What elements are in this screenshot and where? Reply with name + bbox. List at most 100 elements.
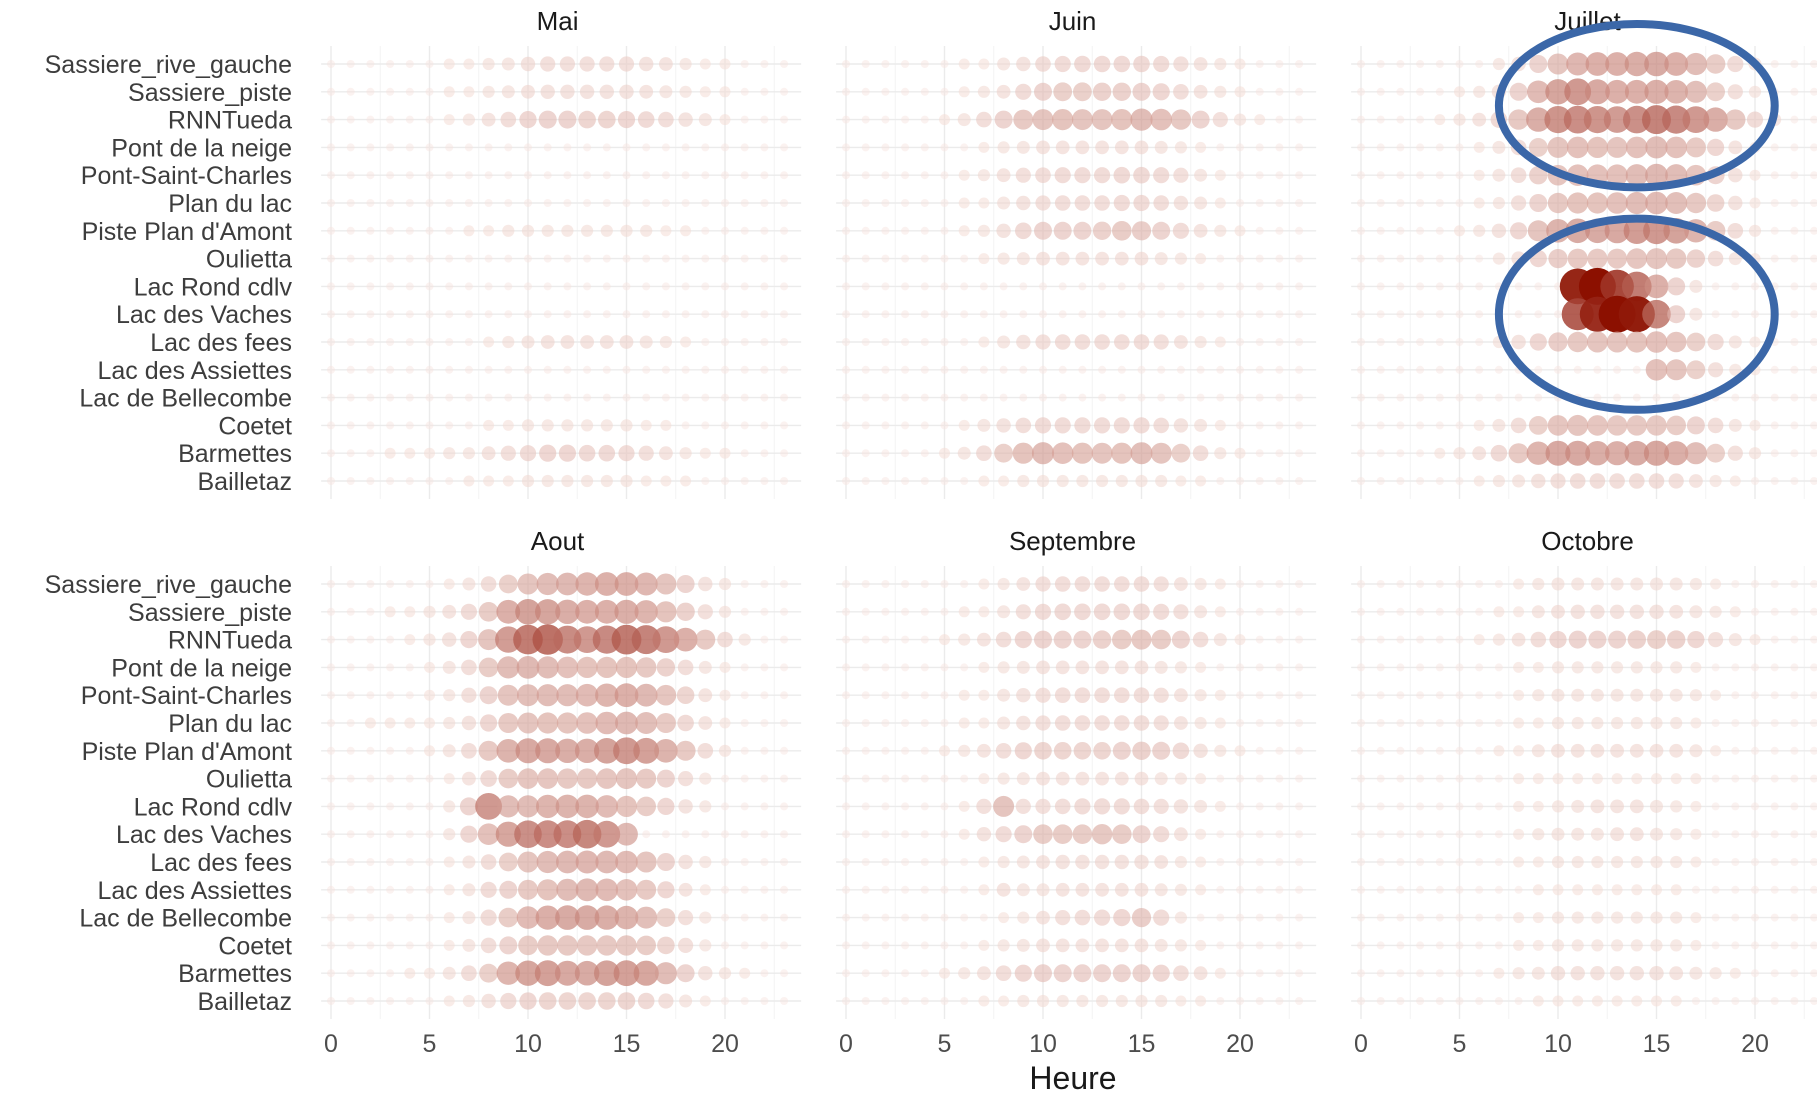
dot-octobre-barmettes-h12: [1590, 966, 1605, 981]
dot-juillet-coetet-h12: [1587, 415, 1608, 436]
dot-septembre-lac-de-bellecombe-h10: [1036, 910, 1050, 925]
dot-septembre-barmettes-h5: [939, 967, 950, 979]
dot-aout-lac-des-assiettes-h22: [760, 885, 769, 894]
dot-juillet-bailletaz-h0: [1357, 477, 1365, 485]
dot-septembre-coetet-h12: [1075, 938, 1090, 953]
dot-aout-plan-du-lac-h20: [719, 717, 731, 729]
dot-septembre-lac-rond-cdlv-h4: [920, 802, 929, 811]
dot-juin-lac-des-vaches-h10: [1039, 310, 1047, 319]
dot-juin-sassiere-rive-gauche-h15: [1133, 55, 1150, 73]
dot-juillet-bailletaz-h4: [1435, 477, 1444, 485]
dot-juillet-piste-plan-d-amont-h9: [1527, 220, 1549, 242]
highlight-ellipse-2: [1494, 214, 1779, 414]
dot-aout-lac-des-assiettes-h3: [386, 885, 395, 894]
dot-octobre-plan-du-lac-h10: [1551, 716, 1565, 730]
dot-mai-pont-de-la-neige-h11: [543, 143, 552, 152]
dot-aout-coetet-h18: [678, 937, 694, 954]
dot-juillet-piste-plan-d-amont-h23: [1810, 226, 1817, 235]
dot-juillet-lac-rond-cdlv-h22: [1790, 282, 1799, 291]
dot-juin-pont-saint-charles-h5: [940, 171, 949, 180]
dot-juin-rnntueda-h12: [1071, 109, 1093, 131]
dot-juillet-rnntueda-h4: [1434, 114, 1446, 126]
dot-septembre-rnntueda-h3: [901, 635, 910, 644]
dot-juin-oulietta-h20: [1236, 254, 1244, 263]
dot-septembre-pont-saint-charles-h2: [881, 691, 890, 700]
dot-aout-pont-saint-charles-h0: [327, 691, 335, 700]
dot-juillet-coetet-h23: [1810, 421, 1817, 430]
dot-mai-pont-saint-charles-h23: [780, 171, 789, 180]
dot-juillet-coetet-h10: [1547, 415, 1569, 436]
x-tick-label: 5: [423, 1030, 437, 1058]
dot-juin-lac-des-fees-h9: [1016, 334, 1031, 350]
dot-mai-sassiere-piste-h10: [521, 84, 535, 99]
dot-octobre-oulietta-h13: [1611, 773, 1623, 785]
dot-mai-pont-de-la-neige-h1: [346, 143, 355, 152]
dot-aout-lac-rond-cdlv-h6: [443, 800, 456, 813]
dot-juin-lac-des-assiettes-h9: [1019, 365, 1028, 374]
dot-octobre-pont-saint-charles-h21: [1770, 691, 1779, 700]
facet-title-septembre: Septembre: [1009, 526, 1136, 556]
dot-mai-sassiere-rive-gauche-h13: [579, 56, 595, 72]
site-label-lac-rond-cdlv: Lac Rond cdlv: [134, 793, 293, 821]
dot-mai-lac-rond-cdlv-h15: [622, 282, 631, 291]
dot-aout-lac-rond-cdlv-h9: [497, 795, 520, 818]
dot-mai-lac-rond-cdlv-h23: [780, 282, 789, 291]
dot-juillet-sassiere-piste-h13: [1605, 79, 1629, 104]
dot-aout-sassiere-rive-gauche-h20: [718, 577, 732, 591]
dot-aout-lac-des-fees-h19: [699, 855, 712, 869]
dot-septembre-plan-du-lac-h1: [861, 719, 870, 727]
dot-juin-rnntueda-h0: [842, 115, 850, 124]
dot-aout-sassiere-rive-gauche-h13: [575, 572, 599, 596]
dot-septembre-lac-des-vaches-h2: [881, 830, 890, 839]
dot-juillet-lac-des-vaches-h17: [1689, 307, 1703, 321]
dot-juin-plan-du-lac-h9: [1016, 195, 1031, 211]
dot-septembre-coetet-h18: [1195, 939, 1207, 951]
dot-aout-pont-de-la-neige-h18: [677, 659, 694, 676]
dot-juin-lac-de-bellecombe-h10: [1039, 393, 1047, 402]
dot-aout-lac-rond-cdlv-h4: [405, 802, 414, 811]
dot-juin-plan-du-lac-h7: [978, 197, 990, 209]
dot-mai-bailletaz-h9: [502, 475, 514, 487]
dot-septembre-lac-rond-cdlv-h18: [1194, 799, 1208, 813]
dot-septembre-lac-des-vaches-h15: [1132, 825, 1151, 844]
dot-juin-sassiere-piste-h2: [881, 87, 890, 96]
dot-aout-plan-du-lac-h16: [635, 712, 658, 734]
dot-septembre-bailletaz-h2: [881, 997, 890, 1005]
dot-juin-oulietta-h11: [1055, 251, 1070, 266]
dot-juillet-barmettes-h13: [1605, 441, 1630, 466]
dot-juin-piste-plan-d-amont-h6: [958, 225, 970, 237]
dot-octobre-pont-de-la-neige-h13: [1611, 661, 1624, 674]
dot-juillet-pont-de-la-neige-h21: [1770, 143, 1779, 152]
dot-septembre-oulietta-h18: [1195, 773, 1207, 785]
dot-octobre-lac-de-bellecombe-h21: [1770, 913, 1779, 922]
dot-octobre-rnntueda-h16: [1667, 630, 1686, 649]
dot-septembre-sassiere-piste-h4: [920, 607, 929, 616]
dot-juillet-coetet-h7: [1492, 418, 1506, 432]
dot-juillet-lac-des-fees-h17: [1686, 332, 1706, 352]
dot-mai-oulietta-h3: [386, 254, 395, 263]
dot-septembre-barmettes-h17: [1173, 965, 1189, 981]
dot-septembre-bailletaz-h6: [960, 997, 969, 1005]
dot-septembre-coetet-h19: [1216, 941, 1225, 950]
dot-octobre-lac-des-assiettes-h12: [1591, 884, 1603, 896]
dot-juillet-plan-du-lac-h23: [1810, 199, 1817, 207]
dot-juin-lac-des-assiettes-h6: [960, 365, 969, 374]
dot-septembre-barmettes-h20: [1236, 969, 1244, 978]
dot-mai-coetet-h12: [561, 419, 574, 432]
dot-septembre-lac-des-vaches-h9: [1014, 825, 1033, 844]
dot-octobre-bailletaz-h18: [1711, 997, 1720, 1005]
dot-octobre-sassiere-rive-gauche-h15: [1650, 577, 1663, 591]
dot-juin-oulietta-h7: [978, 253, 990, 265]
dot-juin-lac-des-fees-h3: [901, 338, 910, 346]
dot-septembre-rnntueda-h21: [1255, 635, 1264, 644]
dot-juillet-plan-du-lac-h21: [1770, 199, 1779, 207]
dot-aout-bailletaz-h13: [578, 992, 596, 1010]
dot-mai-plan-du-lac-h16: [642, 199, 651, 207]
dot-mai-pont-saint-charles-h9: [504, 171, 513, 180]
dot-aout-sassiere-rive-gauche-h22: [760, 580, 769, 588]
dot-mai-piste-plan-d-amont-h21: [740, 226, 749, 235]
dot-octobre-rnntueda-h8: [1511, 632, 1526, 647]
dot-juillet-rnntueda-h2: [1396, 115, 1405, 124]
dot-juin-lac-rond-cdlv-h3: [901, 282, 910, 291]
dot-juin-pont-de-la-neige-h16: [1154, 140, 1168, 154]
